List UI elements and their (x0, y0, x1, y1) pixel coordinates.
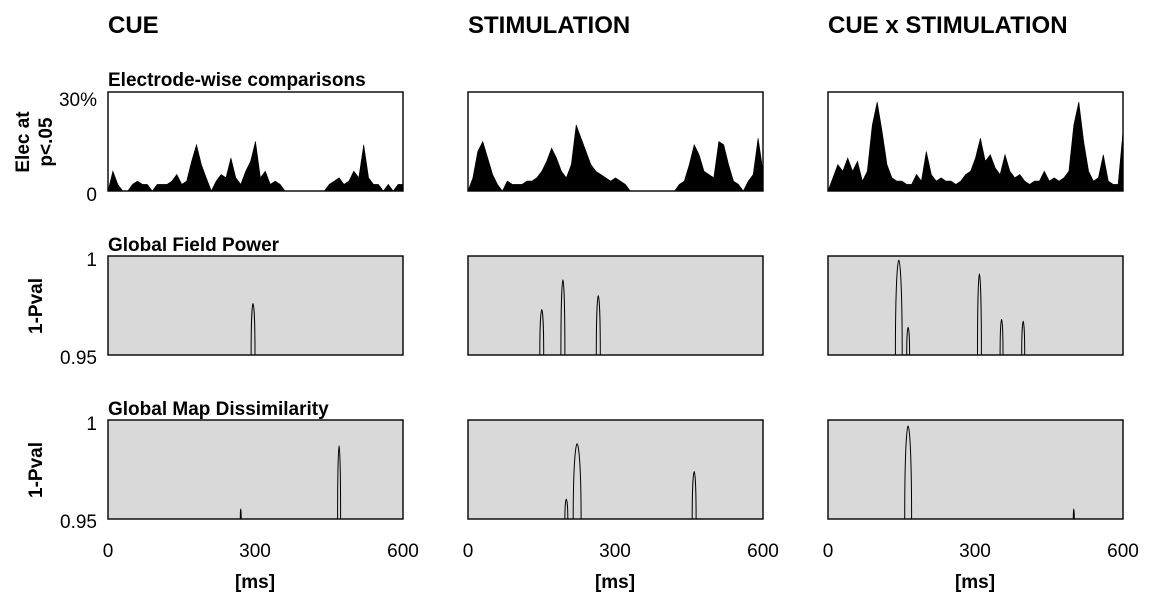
ytick-gmd-top: 1 (86, 414, 97, 435)
peak-gmd-stimulation-2 (691, 470, 697, 520)
area-electrode-stimulation (467, 124, 764, 192)
ylabel-electrode-line2: p<.05 (36, 117, 57, 167)
xtick-cue-0: 0 (103, 541, 114, 562)
peak-gfp-cue-0 (250, 302, 256, 356)
panel-frame-gfp-cue (107, 255, 404, 356)
ytick-electrode-top: 30% (59, 90, 97, 111)
peak-gfp-cue-x-stimulation-2 (977, 273, 982, 356)
column-title-interaction: CUE x STIMULATION (828, 12, 1068, 39)
peak-gfp-cue-x-stimulation-4 (1021, 320, 1026, 356)
xtick-cue-300: 300 (239, 541, 271, 562)
panel-frame-gmd-stimulation (467, 419, 764, 520)
panel-frame-gmd-cue-x-stimulation (827, 419, 1124, 520)
ylabel-electrode-line1: Elec at (13, 111, 34, 173)
xlabel-interaction: [ms] (955, 572, 995, 593)
row-title-electrode: Electrode-wise comparisons (108, 70, 366, 91)
xtick-cue-600: 600 (387, 541, 419, 562)
peak-gfp-cue-x-stimulation-0 (894, 259, 903, 356)
peak-gfp-stimulation-1 (560, 279, 566, 356)
panel-frame-gfp-stimulation (467, 255, 764, 356)
ytick-gfp-bottom: 0.95 (60, 348, 97, 369)
peak-gfp-stimulation-2 (595, 295, 601, 356)
panel-bg-electrode-stimulation (468, 92, 763, 191)
area-electrode-cue-x-stimulation (827, 101, 1124, 192)
xtick-stim-0: 0 (463, 541, 474, 562)
xlabel-cue: [ms] (235, 572, 275, 593)
xtick-stim-300: 300 (599, 541, 631, 562)
panel-bg-gfp-cue-x-stimulation (828, 256, 1123, 355)
panel-frame-gfp-cue-x-stimulation (827, 255, 1124, 356)
peak-gmd-cue-0 (239, 508, 242, 520)
peak-gfp-cue-x-stimulation-1 (906, 326, 911, 356)
column-title-cue: CUE (108, 12, 159, 39)
peak-gmd-stimulation-1 (572, 443, 582, 520)
panel-bg-gmd-stimulation (468, 420, 763, 519)
panel-bg-gfp-cue (108, 256, 403, 355)
xtick-int-600: 600 (1107, 541, 1139, 562)
panel-frame-electrode-cue (107, 91, 404, 192)
ylabel-gmd: 1-Pval (26, 442, 47, 498)
row-title-gmd: Global Map Dissimilarity (108, 399, 329, 420)
xlabel-stimulation: [ms] (595, 572, 635, 593)
panel-bg-gmd-cue (108, 420, 403, 519)
peak-gmd-cue-x-stimulation-1 (1072, 508, 1075, 520)
chart-panels (107, 91, 1124, 520)
row-title-gfp: Global Field Power (108, 235, 280, 256)
peak-gmd-cue-x-stimulation-0 (904, 425, 913, 520)
ytick-electrode-bottom: 0 (86, 185, 97, 206)
panel-bg-gfp-stimulation (468, 256, 763, 355)
xtick-int-0: 0 (823, 541, 834, 562)
peak-gfp-cue-x-stimulation-3 (999, 318, 1004, 356)
ytick-gfp-top: 1 (86, 250, 97, 271)
peak-gmd-cue-1 (337, 445, 342, 520)
ytick-gmd-bottom: 0.95 (60, 512, 97, 533)
ylabel-gfp: 1-Pval (26, 278, 47, 334)
peak-gfp-stimulation-0 (539, 308, 545, 356)
area-electrode-cue (107, 141, 404, 192)
xtick-int-300: 300 (959, 541, 991, 562)
panel-frame-electrode-stimulation (467, 91, 764, 192)
panel-frame-gmd-cue (107, 419, 404, 520)
xtick-stim-600: 600 (747, 541, 779, 562)
column-title-stimulation: STIMULATION (468, 12, 630, 39)
peak-gmd-stimulation-0 (564, 498, 569, 520)
panel-bg-gmd-cue-x-stimulation (828, 420, 1123, 519)
panel-frame-electrode-cue-x-stimulation (827, 91, 1124, 192)
